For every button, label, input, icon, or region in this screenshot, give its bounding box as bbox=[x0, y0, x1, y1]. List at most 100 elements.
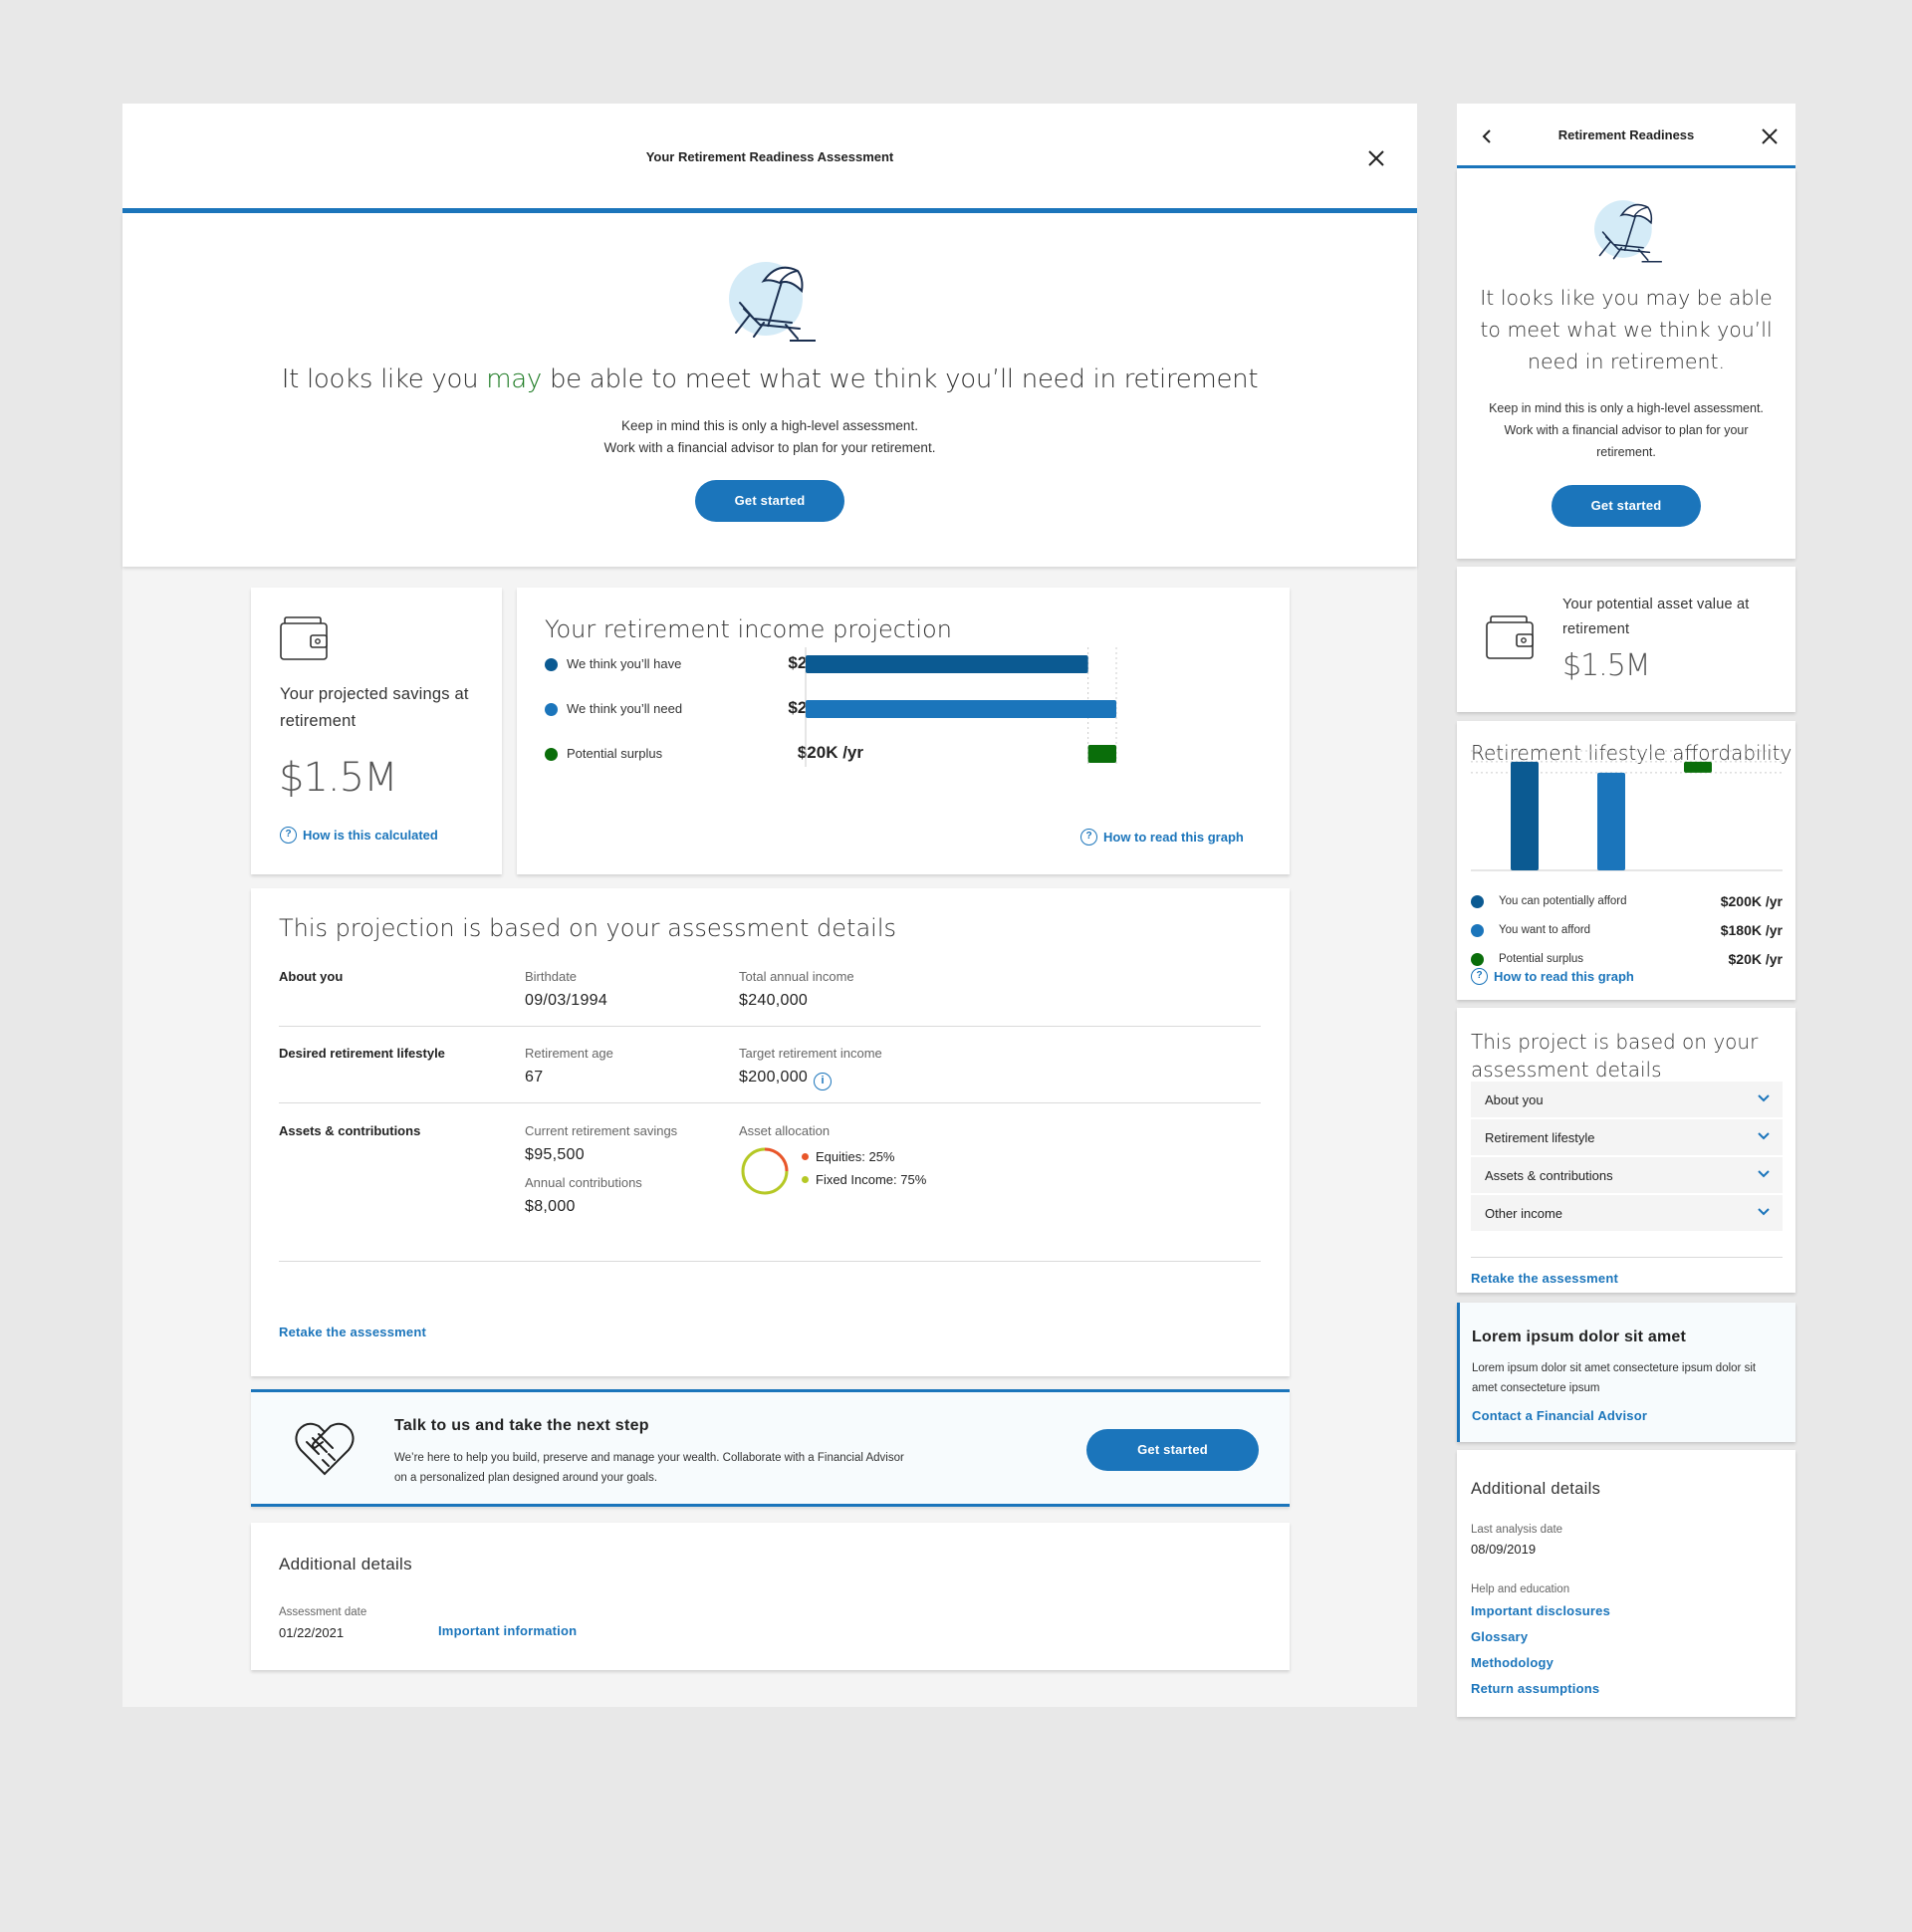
legend-you-want-to-afford: You want to afford $180K /yr bbox=[1471, 921, 1783, 941]
about-you-heading: About you bbox=[279, 969, 344, 984]
chevron-down-icon bbox=[1758, 1094, 1770, 1102]
birthdate-label: Birthdate bbox=[525, 969, 578, 984]
annual-contributions-value: $8,000 bbox=[525, 1198, 576, 1215]
legend-label: You can potentially afford bbox=[1499, 895, 1627, 907]
methodology-link[interactable]: Methodology bbox=[1471, 1655, 1554, 1670]
income-projection-chart bbox=[805, 647, 1117, 767]
return-assumptions-link[interactable]: Return assumptions bbox=[1471, 1681, 1600, 1696]
glossary-link[interactable]: Glossary bbox=[1471, 1629, 1529, 1644]
bar-we-think-you-ll-have bbox=[806, 655, 1088, 673]
mobile-details-title: This project is based on your assessment… bbox=[1471, 1030, 1759, 1082]
mobile-how-to-read-graph-link[interactable]: ? How to read this graph bbox=[1471, 968, 1634, 985]
hero-section: It looks like you may be able to meet wh… bbox=[122, 213, 1417, 567]
chevron-left-icon[interactable] bbox=[1479, 127, 1495, 145]
birthdate-value: 09/03/1994 bbox=[525, 992, 608, 1009]
allocation-equities-text: Equities: 25% bbox=[816, 1149, 895, 1164]
income-projection-card: Your retirement income projection We thi… bbox=[517, 588, 1290, 874]
divider bbox=[1471, 1257, 1783, 1258]
accordion-label: Assets & contributions bbox=[1485, 1168, 1613, 1183]
divider bbox=[279, 1261, 1261, 1262]
wallet-icon bbox=[1486, 615, 1534, 659]
readiness-headline: It looks like you may be able to meet wh… bbox=[122, 364, 1417, 394]
affordability-card: Retirement lifestyle affordability You c… bbox=[1457, 721, 1795, 1000]
legend-label: Potential surplus bbox=[567, 746, 663, 761]
allocation-equities: Equities: 25% bbox=[802, 1149, 895, 1164]
legend-dot bbox=[545, 658, 558, 671]
hero-subtext-line2: Work with a financial advisor to plan fo… bbox=[603, 440, 936, 455]
retake-assessment-link[interactable]: Retake the assessment bbox=[279, 1325, 426, 1339]
question-icon: ? bbox=[1080, 829, 1097, 845]
mobile-details-card: This project is based on your assessment… bbox=[1457, 1008, 1795, 1293]
hero-subtext-line1: Keep in mind this is only a high-level a… bbox=[621, 418, 918, 433]
headline-pre: It looks like you bbox=[281, 364, 487, 394]
current-savings-label: Current retirement savings bbox=[525, 1123, 678, 1138]
legend-potential-surplus: Potential surplus $20K /yr bbox=[1471, 950, 1783, 970]
divider bbox=[279, 1102, 1261, 1103]
accordion-retirement-lifestyle[interactable]: Retirement lifestyle bbox=[1471, 1119, 1783, 1155]
contact-advisor-link[interactable]: Contact a Financial Advisor bbox=[1472, 1408, 1648, 1423]
accordion-other-income[interactable]: Other income bbox=[1471, 1195, 1783, 1231]
accordion-about-you[interactable]: About you bbox=[1471, 1082, 1783, 1117]
mobile-screen: Retirement Readiness It looks like you m… bbox=[1457, 104, 1795, 1836]
projected-savings-label: Your projected savings at retirement bbox=[280, 685, 469, 730]
target-income-row: $200,000 i bbox=[739, 1069, 833, 1090]
divider bbox=[279, 1026, 1261, 1027]
potential-asset-card: Your potential asset value at retirement… bbox=[1457, 567, 1795, 712]
important-disclosures-link[interactable]: Important disclosures bbox=[1471, 1603, 1611, 1618]
donut-segment bbox=[741, 1147, 789, 1195]
projected-savings-card: Your projected savings at retirement $1.… bbox=[251, 588, 502, 874]
info-icon[interactable]: i bbox=[814, 1073, 833, 1090]
assessment-details-card: This projection is based on your assessm… bbox=[251, 888, 1290, 1376]
beach-chair-umbrella-icon bbox=[729, 262, 816, 342]
question-icon: ? bbox=[1471, 968, 1488, 985]
bar-potential-surplus bbox=[1684, 761, 1712, 773]
help-education-label: Help and education bbox=[1471, 1583, 1570, 1595]
get-started-button[interactable]: Get started bbox=[695, 480, 844, 522]
legend-label: You want to afford bbox=[1499, 924, 1591, 936]
mobile-hero-section: It looks like you may be able to meet wh… bbox=[1457, 168, 1795, 559]
accordion-label: About you bbox=[1485, 1092, 1544, 1107]
bar-value-label: $180K /yr bbox=[1720, 922, 1783, 938]
important-information-link[interactable]: Important information bbox=[438, 1623, 578, 1638]
headline-post: be able to meet what we think you’ll nee… bbox=[542, 364, 1259, 394]
allocation-fixed-text: Fixed Income: 75% bbox=[816, 1172, 927, 1187]
legend-potential-surplus: Potential surplus $20K /yr bbox=[545, 743, 863, 765]
chevron-down-icon bbox=[1758, 1170, 1770, 1178]
how-calculated-link[interactable]: ? How is this calculated bbox=[280, 827, 438, 844]
mobile-get-started-button[interactable]: Get started bbox=[1552, 485, 1701, 527]
additional-details-title: Additional details bbox=[279, 1555, 412, 1573]
how-to-read-graph-link[interactable]: ? How to read this graph bbox=[1080, 829, 1244, 845]
accordion-label: Other income bbox=[1485, 1206, 1563, 1221]
promo-body: Lorem ipsum dolor sit amet consecteture … bbox=[1472, 1362, 1757, 1394]
handshake-heart-icon bbox=[295, 1422, 355, 1476]
question-icon: ? bbox=[280, 827, 297, 844]
legend-you-can-potentially-afford: You can potentially afford $200K /yr bbox=[1471, 892, 1783, 912]
last-analysis-date-label: Last analysis date bbox=[1471, 1524, 1563, 1536]
asset-allocation-label: Asset allocation bbox=[739, 1123, 831, 1138]
close-icon[interactable] bbox=[1363, 145, 1389, 171]
bar-you-can-potentially-afford bbox=[1511, 761, 1539, 870]
retirement-age-label: Retirement age bbox=[525, 1046, 613, 1061]
close-icon[interactable] bbox=[1760, 126, 1780, 146]
mobile-additional-details-card: Additional details Last analysis date 08… bbox=[1457, 1450, 1795, 1717]
annual-income-label: Total annual income bbox=[739, 969, 854, 984]
chevron-down-icon bbox=[1758, 1208, 1770, 1216]
allocation-fixed-income: Fixed Income: 75% bbox=[802, 1172, 926, 1187]
target-income-label: Target retirement income bbox=[739, 1046, 882, 1061]
talk-get-started-button[interactable]: Get started bbox=[1086, 1429, 1259, 1471]
mobile-readiness-headline: It looks like you may be able to meet wh… bbox=[1480, 286, 1773, 373]
projected-savings-value: $1.5M bbox=[279, 755, 398, 801]
legend-label: Potential surplus bbox=[1499, 953, 1584, 965]
mobile-retake-assessment-link[interactable]: Retake the assessment bbox=[1471, 1271, 1618, 1286]
legend-dot bbox=[1471, 895, 1484, 908]
bar-potential-surplus bbox=[1087, 745, 1116, 763]
legend-label: We think you’ll have bbox=[567, 656, 682, 671]
page-title: Your Retirement Readiness Assessment bbox=[645, 149, 894, 164]
promo-title: Lorem ipsum dolor sit amet bbox=[1472, 1328, 1687, 1345]
last-analysis-date-value: 08/09/2019 bbox=[1471, 1542, 1537, 1557]
talk-body-line2: on a personalized plan designed around y… bbox=[394, 1472, 658, 1484]
accordion-assets-contributions[interactable]: Assets & contributions bbox=[1471, 1157, 1783, 1193]
desktop-header: Your Retirement Readiness Assessment bbox=[122, 104, 1417, 213]
headline-emphasis: may bbox=[486, 364, 542, 394]
assessment-date-value: 01/22/2021 bbox=[279, 1625, 345, 1640]
